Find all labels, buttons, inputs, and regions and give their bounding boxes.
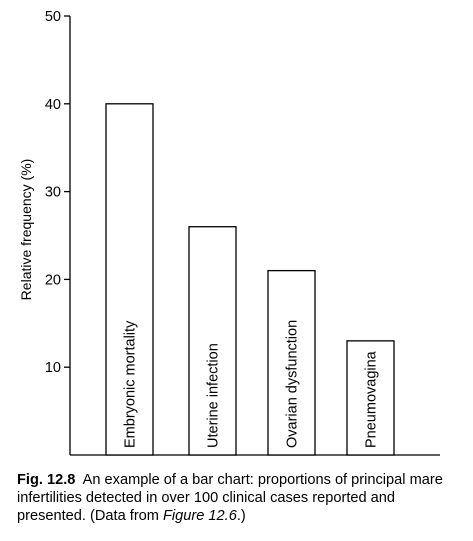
bar: [267, 269, 316, 456]
caption-figure-reference: Figure 12.6: [163, 508, 237, 524]
bar: [105, 103, 154, 456]
y-tick-label: 20: [45, 272, 61, 288]
caption-text: An example of a bar chart: proportions o…: [17, 472, 443, 524]
caption-closing: .): [236, 508, 246, 524]
bar-chart: 10 20 30 40 50 Embryonic mortality Uterine in…: [18, 9, 440, 456]
y-tick-label: 30: [45, 185, 61, 201]
bar: [346, 340, 395, 456]
bar-category-label: Uterine infection: [206, 343, 222, 448]
y-axis: 10 20 30 40 50: [45, 9, 71, 455]
figure-caption: Fig. 12.8 An example of a bar chart: pro…: [17, 471, 467, 525]
y-tick-label: 40: [45, 97, 61, 113]
bar: [188, 226, 237, 456]
y-axis-label: Relative frequency (%): [18, 159, 34, 301]
bar-category-label: Ovarian dysfunction: [285, 320, 301, 448]
bar-category-label: Pneumovagina: [364, 350, 380, 448]
y-tick-label: 10: [45, 360, 61, 376]
y-tick-label: 50: [45, 9, 61, 25]
bar-category-label: Embryonic mortality: [123, 320, 139, 448]
caption-figure-label: Fig. 12.8: [17, 472, 76, 488]
bars: Embryonic mortality Uterine infection Ovar…: [105, 103, 395, 456]
